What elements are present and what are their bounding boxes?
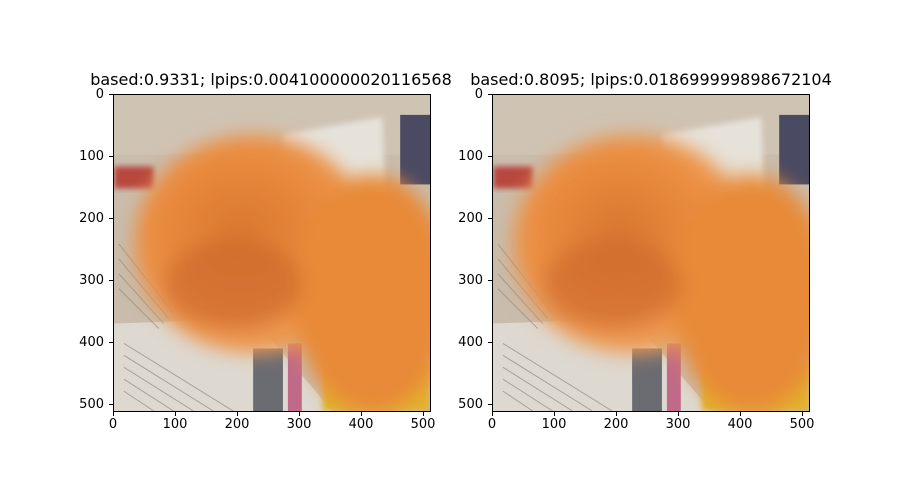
y-tick-label: 0	[474, 87, 483, 102]
y-tick-label: 0	[95, 87, 104, 102]
y-tick-label: 500	[458, 397, 483, 412]
x-tick-label: 500	[410, 417, 436, 432]
y-tick-label: 400	[458, 335, 483, 350]
y-tick-label: 200	[458, 211, 483, 226]
y-tick-label: 400	[79, 335, 104, 350]
x-tick-label: 0	[487, 417, 497, 432]
blurred-photo-right	[492, 94, 810, 412]
x-tick-label: 200	[224, 417, 250, 432]
x-tick-label: 400	[348, 417, 374, 432]
panel-title-right: based:0.8095; lpips:0.018699999898672104	[470, 70, 832, 89]
x-tick-label: 300	[665, 417, 691, 432]
y-tick-label: 200	[79, 211, 104, 226]
y-tick-label: 100	[79, 149, 104, 164]
y-tick-label: 100	[458, 149, 483, 164]
x-tick-label: 100	[541, 417, 567, 432]
x-tick-label: 400	[727, 417, 753, 432]
y-tick-label: 500	[79, 397, 104, 412]
x-tick-label: 300	[286, 417, 312, 432]
y-tick-label: 300	[458, 273, 483, 288]
x-tick-label: 200	[603, 417, 629, 432]
y-tick-label: 300	[79, 273, 104, 288]
x-tick-label: 0	[108, 417, 118, 432]
x-tick-label: 500	[789, 417, 815, 432]
blurred-photo-left	[113, 94, 431, 412]
panel-title-left: based:0.9331; lpips:0.004100000020116568	[90, 70, 452, 89]
x-tick-label: 100	[162, 417, 188, 432]
